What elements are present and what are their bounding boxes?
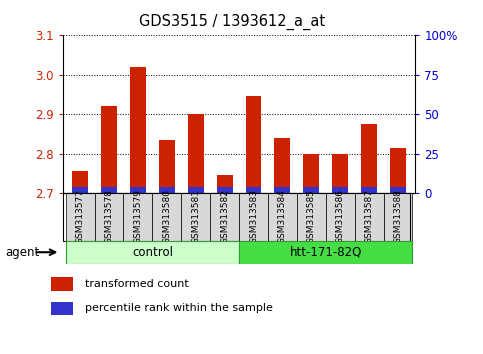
- Text: GSM313585: GSM313585: [307, 189, 316, 244]
- Text: GSM313588: GSM313588: [394, 189, 402, 244]
- Bar: [361, 187, 377, 193]
- Bar: [159, 187, 175, 193]
- Bar: [390, 148, 406, 193]
- Text: GSM313582: GSM313582: [220, 189, 229, 244]
- Bar: [303, 187, 319, 193]
- Bar: [332, 187, 348, 193]
- Bar: [101, 106, 117, 193]
- Bar: [95, 193, 124, 241]
- Bar: [51, 277, 72, 291]
- Bar: [239, 241, 412, 264]
- Bar: [217, 175, 233, 193]
- Bar: [152, 193, 181, 241]
- Text: control: control: [132, 246, 173, 259]
- Bar: [101, 187, 117, 193]
- Bar: [245, 96, 261, 193]
- Bar: [384, 193, 412, 241]
- Bar: [66, 193, 95, 241]
- Bar: [130, 67, 146, 193]
- Bar: [274, 187, 290, 193]
- Bar: [159, 140, 175, 193]
- Bar: [355, 193, 384, 241]
- Bar: [210, 193, 239, 241]
- Bar: [303, 154, 319, 193]
- Bar: [332, 154, 348, 193]
- Bar: [361, 124, 377, 193]
- Text: GSM313587: GSM313587: [365, 189, 374, 244]
- Bar: [72, 171, 88, 193]
- Bar: [66, 241, 239, 264]
- Text: GSM313578: GSM313578: [104, 189, 114, 244]
- Bar: [124, 193, 152, 241]
- Bar: [326, 193, 355, 241]
- Text: GSM313584: GSM313584: [278, 189, 287, 244]
- Text: percentile rank within the sample: percentile rank within the sample: [85, 303, 273, 314]
- Bar: [188, 114, 204, 193]
- Bar: [245, 187, 261, 193]
- Bar: [130, 187, 146, 193]
- Text: GSM313586: GSM313586: [336, 189, 345, 244]
- Text: GSM313581: GSM313581: [191, 189, 200, 244]
- Text: GSM313579: GSM313579: [133, 189, 142, 244]
- Bar: [217, 187, 233, 193]
- Bar: [274, 138, 290, 193]
- Bar: [390, 187, 406, 193]
- Text: GDS3515 / 1393612_a_at: GDS3515 / 1393612_a_at: [139, 14, 325, 30]
- Bar: [297, 193, 326, 241]
- Bar: [239, 193, 268, 241]
- Bar: [188, 187, 204, 193]
- Text: transformed count: transformed count: [85, 279, 189, 289]
- Text: htt-171-82Q: htt-171-82Q: [290, 246, 362, 259]
- Text: GSM313580: GSM313580: [162, 189, 171, 244]
- Text: GSM313577: GSM313577: [76, 189, 85, 244]
- Text: agent: agent: [5, 246, 39, 259]
- Text: GSM313583: GSM313583: [249, 189, 258, 244]
- Bar: [181, 193, 210, 241]
- Bar: [72, 187, 88, 193]
- Bar: [51, 302, 72, 315]
- Bar: [268, 193, 297, 241]
